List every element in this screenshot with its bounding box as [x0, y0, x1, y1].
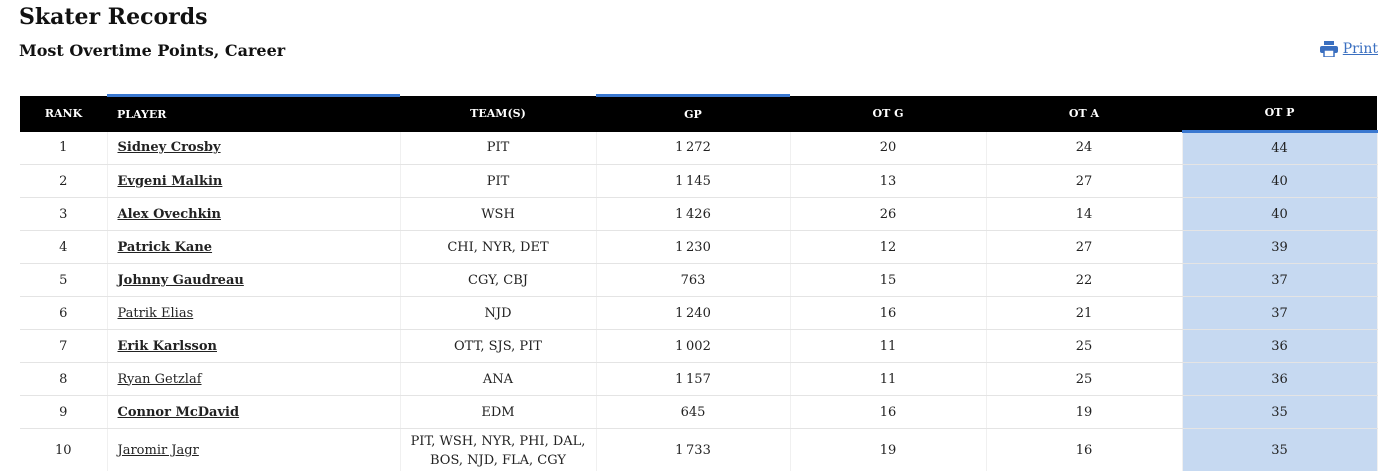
column-header: RANK	[20, 95, 107, 132]
player-link[interactable]: Johnny Gaudreau	[107, 263, 401, 297]
table-cell: CGY, CBJ	[400, 263, 597, 297]
table-body: 1 Sidney Crosby PIT 1 272 20 24 44 2 Evgeni Malk…	[20, 131, 1378, 471]
table-cell: 1	[20, 131, 108, 165]
table-cell: 40	[1182, 164, 1378, 198]
table-cell: 16	[986, 428, 1183, 471]
player-link[interactable]: Evgeni Malkin	[107, 164, 401, 198]
table-row: 6 Patrik Elias NJD 1 240 16 21 37	[20, 296, 1378, 330]
table-row: 7 Erik Karlsson OTT, SJS, PIT 1 002 11 25 36	[20, 329, 1378, 363]
table-cell: 13	[790, 164, 987, 198]
table-cell: EDM	[400, 395, 597, 429]
table-cell: 35	[1182, 395, 1378, 429]
table-cell: 11	[790, 329, 987, 363]
table-cell: PIT	[400, 131, 597, 165]
column-header: OT P	[1182, 95, 1377, 133]
table-row: 9 Connor McDavid EDM 645 16 19 35	[20, 395, 1378, 429]
table-cell: 1 002	[596, 329, 791, 363]
table-row: 3 Alex Ovechkin WSH 1 426 26 14 40	[20, 197, 1378, 231]
table-cell: 9	[20, 395, 108, 429]
print-link[interactable]: Print	[1319, 41, 1378, 57]
table-cell: 1 157	[596, 362, 791, 396]
player-link[interactable]: Alex Ovechkin	[107, 197, 401, 231]
table-cell: NJD	[400, 296, 597, 330]
table-cell: 645	[596, 395, 791, 429]
table-cell: 19	[790, 428, 987, 471]
column-header: PLAYER	[107, 94, 400, 132]
page-subtitle: Most Overtime Points, Career	[19, 41, 286, 60]
table-cell: 24	[986, 131, 1183, 165]
player-link[interactable]: Jaromir Jagr	[107, 428, 401, 471]
table-cell: 22	[986, 263, 1183, 297]
table-cell: 36	[1182, 362, 1378, 396]
table-cell: 1 240	[596, 296, 791, 330]
table-row: 4 Patrick Kane CHI, NYR, DET 1 230 12 27 39	[20, 230, 1378, 264]
table-cell: OTT, SJS, PIT	[400, 329, 597, 363]
table-cell: 25	[986, 362, 1183, 396]
table-row: 10 Jaromir Jagr PIT, WSH, NYR, PHI, DAL, B…	[20, 428, 1378, 471]
table-cell: 26	[790, 197, 987, 231]
table-cell: ANA	[400, 362, 597, 396]
table-row: 8 Ryan Getzlaf ANA 1 157 11 25 36	[20, 362, 1378, 396]
table-cell: 1 733	[596, 428, 791, 471]
table-cell: 10	[20, 428, 108, 471]
column-header: OT A	[986, 95, 1182, 132]
table-cell: 763	[596, 263, 791, 297]
player-link[interactable]: Patrik Elias	[107, 296, 401, 330]
print-label[interactable]: Print	[1342, 41, 1378, 57]
table-cell: 5	[20, 263, 108, 297]
player-link[interactable]: Patrick Kane	[107, 230, 401, 264]
table-cell: 39	[1182, 230, 1378, 264]
table-cell: 1 272	[596, 131, 791, 165]
table-cell: 11	[790, 362, 987, 396]
table-cell: 36	[1182, 329, 1378, 363]
table-cell: 15	[790, 263, 987, 297]
table-cell: 27	[986, 164, 1183, 198]
player-link[interactable]: Ryan Getzlaf	[107, 362, 401, 396]
table-cell: 37	[1182, 296, 1378, 330]
table-cell: 8	[20, 362, 108, 396]
table-row: 1 Sidney Crosby PIT 1 272 20 24 44	[20, 131, 1378, 165]
table-cell: 37	[1182, 263, 1378, 297]
table-cell: 4	[20, 230, 108, 264]
header-row: RANK PLAYER TEAM(S) GP OT G OT A OT P	[20, 94, 1377, 133]
table-cell: 7	[20, 329, 108, 363]
table-cell: 1 145	[596, 164, 791, 198]
table-cell: 2	[20, 164, 108, 198]
table-cell: CHI, NYR, DET	[400, 230, 597, 264]
table-cell: 6	[20, 296, 108, 330]
player-link[interactable]: Erik Karlsson	[107, 329, 401, 363]
column-header: OT G	[790, 95, 986, 132]
table-row: 2 Evgeni Malkin PIT 1 145 13 27 40	[20, 164, 1378, 198]
table-cell: 12	[790, 230, 987, 264]
table-cell: 19	[986, 395, 1183, 429]
table-cell: 3	[20, 197, 108, 231]
column-header: TEAM(S)	[400, 95, 596, 132]
player-link[interactable]: Connor McDavid	[107, 395, 401, 429]
table-cell: 1 426	[596, 197, 791, 231]
column-header: GP	[596, 94, 790, 132]
table-cell: 27	[986, 230, 1183, 264]
page-title: Skater Records	[19, 4, 208, 30]
table-row: 5 Johnny Gaudreau CGY, CBJ 763 15 22 37	[20, 263, 1378, 297]
records-table: RANK PLAYER TEAM(S) GP OT G OT A OT P 1 Sidney …	[20, 94, 1378, 471]
table-cell: 20	[790, 131, 987, 165]
table-cell: 21	[986, 296, 1183, 330]
table-cell: 16	[790, 395, 987, 429]
printer-icon	[1319, 41, 1338, 57]
table-cell: 25	[986, 329, 1183, 363]
table-cell: 1 230	[596, 230, 791, 264]
table-cell: 16	[790, 296, 987, 330]
table-cell: 44	[1182, 131, 1378, 165]
table-cell: 35	[1182, 428, 1378, 471]
table-cell: PIT, WSH, NYR, PHI, DAL, BOS, NJD, FLA, …	[400, 428, 597, 471]
player-link[interactable]: Sidney Crosby	[107, 131, 401, 165]
table-cell: PIT	[400, 164, 597, 198]
table-cell: 40	[1182, 197, 1378, 231]
table-cell: 14	[986, 197, 1183, 231]
table-cell: WSH	[400, 197, 597, 231]
